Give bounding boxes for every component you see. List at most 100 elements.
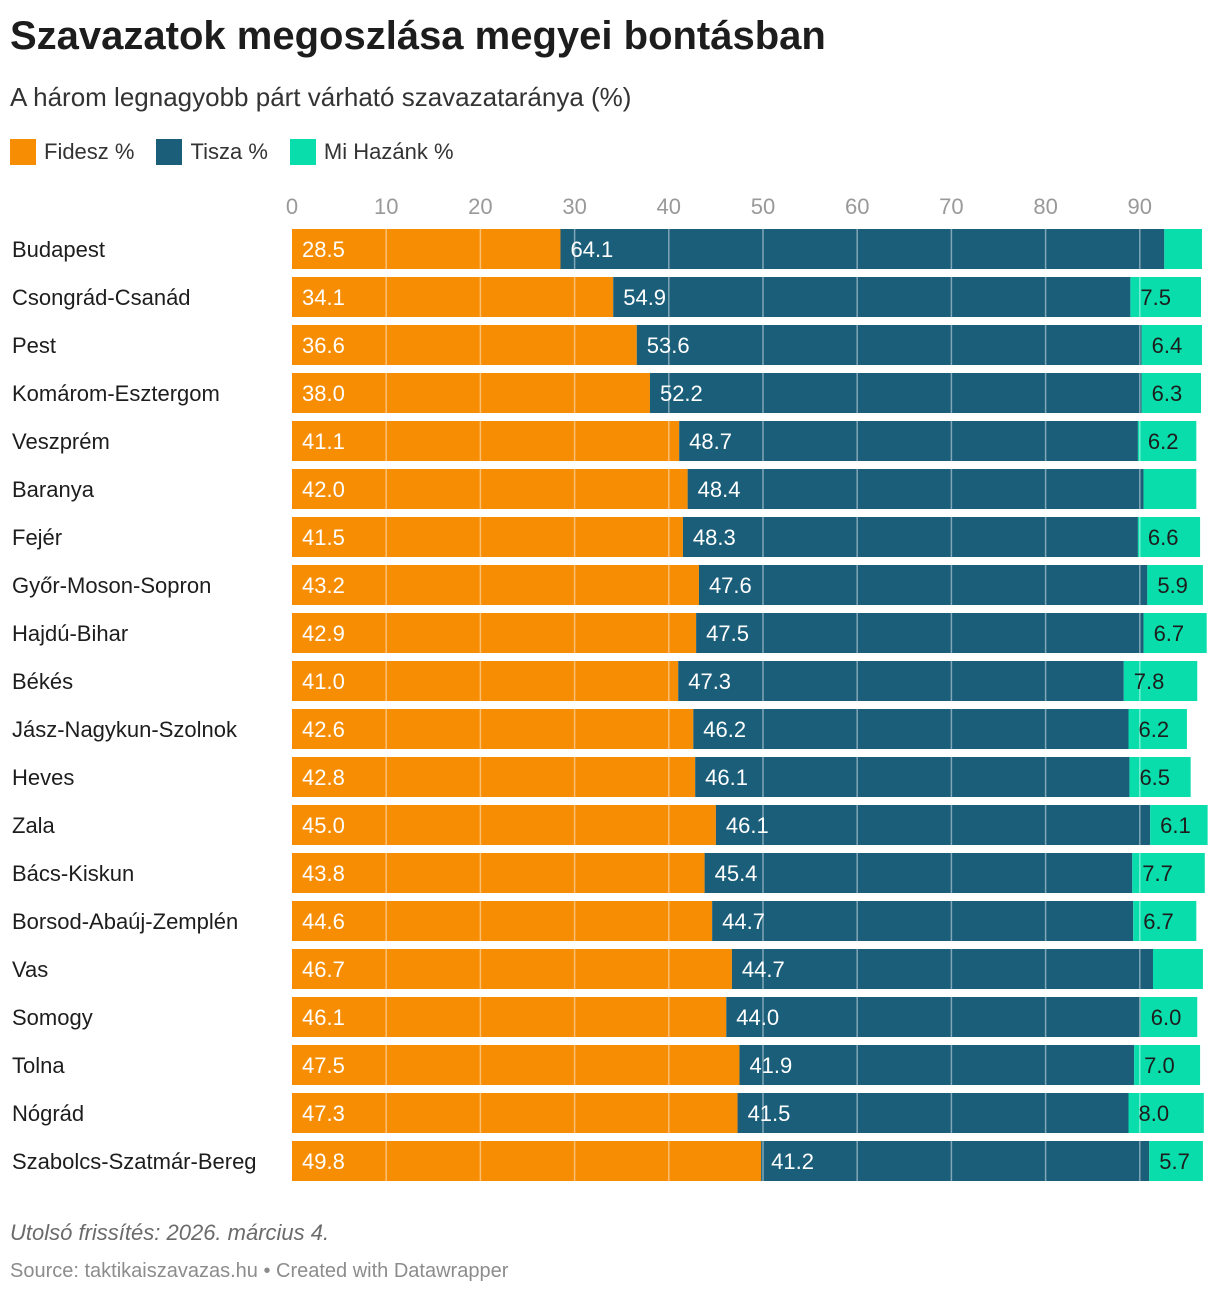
category-label: Vas	[12, 957, 48, 982]
data-label-tisza: 47.3	[688, 669, 731, 694]
legend-swatch-fidesz	[10, 139, 36, 165]
bar-mihazank	[1128, 709, 1187, 749]
data-label-mihazank: 6.1	[1160, 813, 1191, 838]
bar-tisza	[695, 757, 1130, 797]
data-label-mihazank: 7.8	[1134, 669, 1165, 694]
data-label-tisza: 44.7	[742, 957, 785, 982]
data-label-tisza: 48.3	[693, 525, 736, 550]
data-label-tisza: 54.9	[623, 285, 666, 310]
bar-mihazank	[1129, 757, 1191, 797]
data-label-fidesz: 46.1	[302, 1005, 345, 1030]
data-label-fidesz: 43.8	[302, 861, 345, 886]
data-label-mihazank: 6.0	[1151, 1005, 1182, 1030]
bar-fidesz	[292, 565, 699, 605]
legend-label-mihazank: Mi Hazánk %	[323, 139, 454, 164]
data-label-fidesz: 43.2	[302, 573, 345, 598]
data-label-tisza: 44.7	[722, 909, 765, 934]
data-label-tisza: 48.4	[698, 477, 741, 502]
data-label-mihazank: 7.5	[1140, 285, 1171, 310]
data-label-tisza: 64.1	[570, 237, 613, 262]
bar-tisza	[687, 469, 1144, 509]
bar-mihazank	[1134, 1045, 1201, 1085]
category-label: Borsod-Abaúj-Zemplén	[12, 909, 238, 934]
bar-tisza	[560, 229, 1165, 269]
data-label-fidesz: 42.9	[302, 621, 345, 646]
bar-fidesz	[292, 373, 650, 413]
category-label: Győr-Moson-Sopron	[12, 573, 211, 598]
data-label-tisza: 46.1	[705, 765, 748, 790]
gridlines-layer	[385, 229, 1141, 1181]
bar-tisza	[696, 613, 1144, 653]
data-label-fidesz: 42.0	[302, 477, 345, 502]
data-label-fidesz: 36.6	[302, 333, 345, 358]
bar-fidesz	[292, 517, 683, 557]
bar-tisza	[679, 421, 1138, 461]
x-tick-label: 80	[1033, 194, 1057, 219]
x-tick-label: 10	[374, 194, 398, 219]
bar-fidesz	[292, 1093, 738, 1133]
data-label-fidesz: 38.0	[302, 381, 345, 406]
data-label-tisza: 48.7	[689, 429, 732, 454]
bar-fidesz	[292, 277, 614, 317]
bar-fidesz	[292, 613, 697, 653]
category-label: Nógrád	[12, 1101, 84, 1126]
chart-subtitle: A három legnagyobb párt várható szavazat…	[10, 82, 632, 112]
bar-fidesz	[292, 709, 694, 749]
legend-label-fidesz: Fidesz %	[44, 139, 135, 164]
bar-tisza	[693, 709, 1129, 749]
legend-item-mihazank: Mi Hazánk %	[289, 139, 454, 165]
x-tick-label: 40	[657, 194, 681, 219]
bar-fidesz	[292, 661, 679, 701]
data-label-fidesz: 41.5	[302, 525, 345, 550]
bar-fidesz	[292, 805, 716, 845]
data-label-mihazank: 7.0	[1144, 1053, 1175, 1078]
x-tick-label: 50	[751, 194, 775, 219]
bar-mihazank	[1140, 997, 1198, 1037]
notes: Utolsó frissítés: 2026. március 4.	[10, 1220, 330, 1245]
bar-tisza	[737, 1093, 1129, 1133]
bar-fidesz	[292, 421, 680, 461]
bar-tisza	[761, 1141, 1150, 1181]
labels-layer: Budapest 28.5 64.1 Csongrád-Csanád 34.1 54.9 7…	[12, 194, 1191, 1174]
bar-fidesz	[292, 757, 696, 797]
bar-tisza	[715, 805, 1151, 845]
data-label-tisza: 45.4	[715, 861, 758, 886]
bar-tisza	[678, 661, 1124, 701]
data-label-tisza: 47.6	[709, 573, 752, 598]
bar-tisza	[682, 517, 1138, 557]
bar-fidesz	[292, 469, 688, 509]
data-label-tisza: 46.1	[726, 813, 769, 838]
x-tick-label: 0	[286, 194, 298, 219]
bar-mihazank	[1123, 661, 1198, 701]
category-label: Baranya	[12, 477, 95, 502]
bar-tisza	[731, 949, 1153, 989]
data-label-tisza: 44.0	[736, 1005, 779, 1030]
category-label: Somogy	[12, 1005, 93, 1030]
category-label: Jász-Nagykun-Szolnok	[12, 717, 238, 742]
data-label-tisza: 46.2	[703, 717, 746, 742]
bar-mihazank	[1133, 901, 1197, 941]
bar-tisza	[698, 565, 1148, 605]
data-label-mihazank: 6.7	[1143, 909, 1174, 934]
data-label-tisza: 53.6	[647, 333, 690, 358]
bar-tisza	[613, 277, 1131, 317]
source-line: Source: taktikaiszavazas.hu • Created wi…	[10, 1260, 509, 1282]
category-label: Szabolcs-Szatmár-Bereg	[12, 1149, 257, 1174]
category-label: Békés	[12, 669, 73, 694]
bar-mihazank	[1149, 1141, 1203, 1181]
data-label-fidesz: 47.3	[302, 1101, 345, 1126]
bar-fidesz	[292, 997, 727, 1037]
data-label-mihazank: 8.0	[1138, 1101, 1169, 1126]
bar-mihazank	[1141, 373, 1202, 413]
chart-title: Szavazatok megoszlása megyei bontásban	[10, 14, 826, 58]
data-label-fidesz: 42.6	[302, 717, 345, 742]
bar-fidesz	[292, 1045, 740, 1085]
bar-fidesz	[292, 853, 705, 893]
bar-mihazank	[1143, 469, 1197, 509]
x-tick-label: 70	[939, 194, 963, 219]
data-label-mihazank: 6.2	[1138, 717, 1169, 742]
data-label-mihazank: 6.4	[1152, 333, 1183, 358]
legend: Fidesz % Tisza % Mi Hazánk %	[10, 136, 476, 168]
bar-mihazank	[1137, 421, 1197, 461]
x-tick-label: 90	[1128, 194, 1152, 219]
